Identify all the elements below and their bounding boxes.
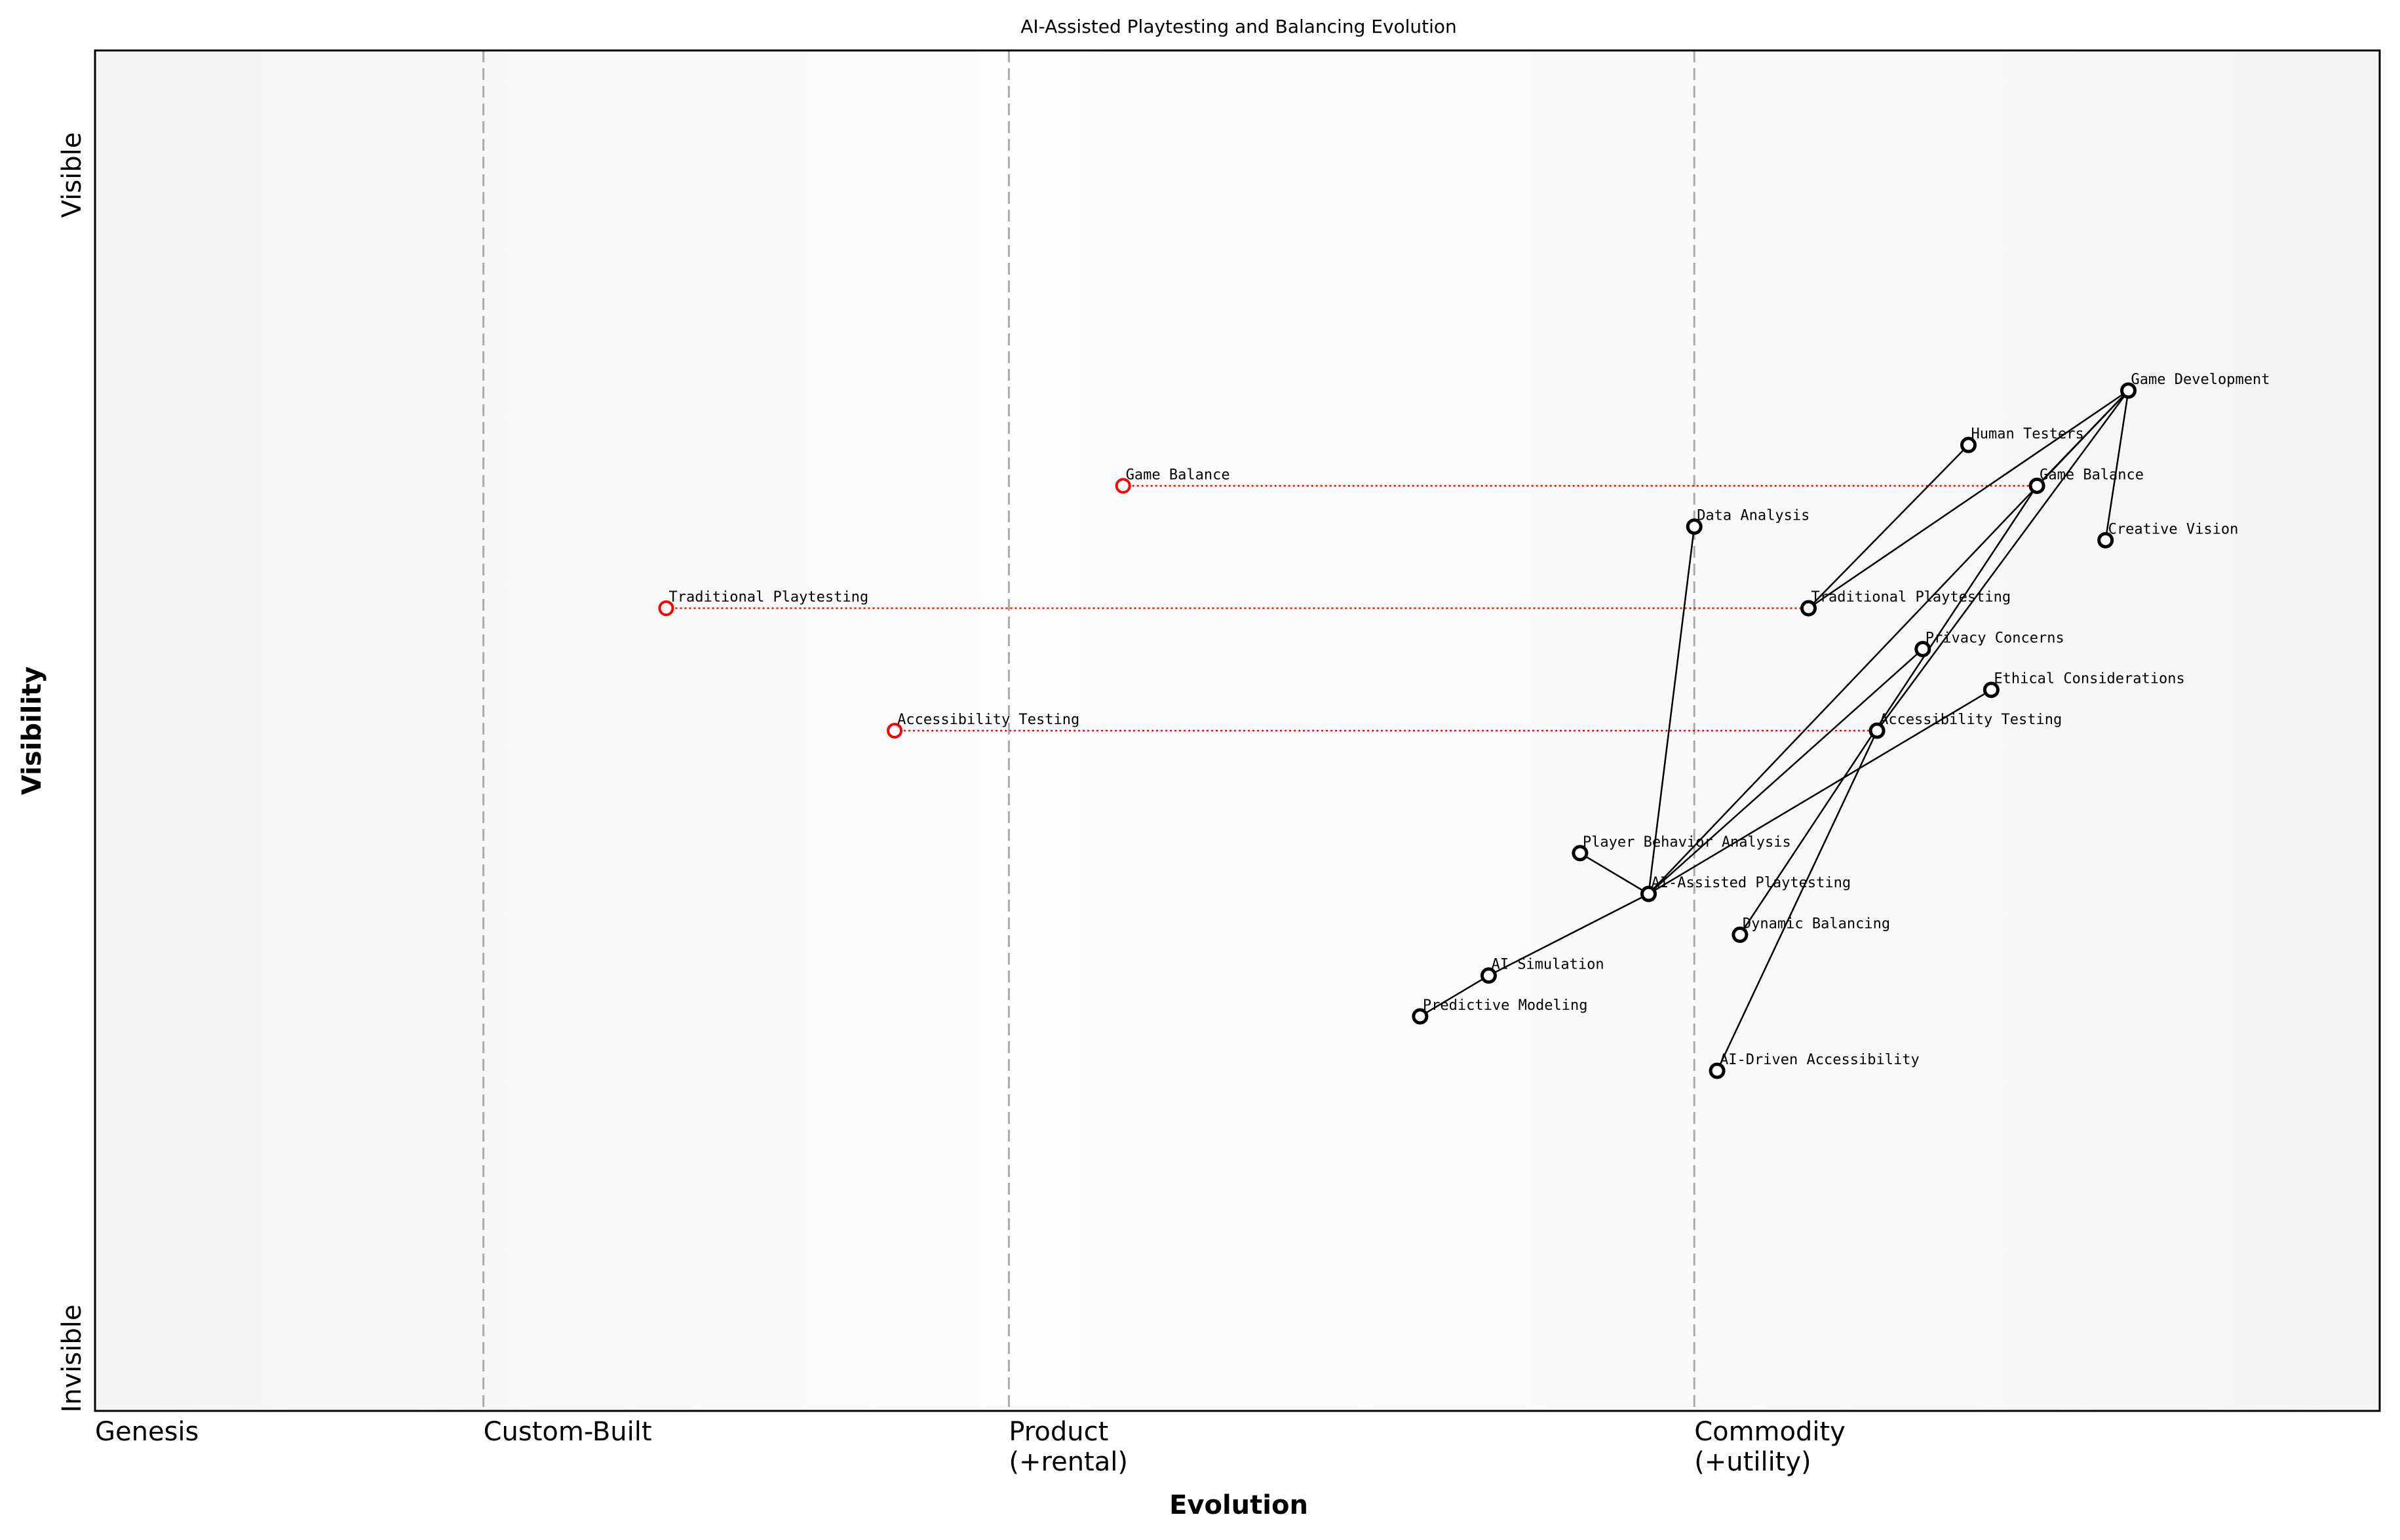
- component-point-predictive-modeling: [1412, 1008, 1429, 1025]
- component-point-ai-assisted-playtesting: [1640, 885, 1657, 902]
- x-tick-label-commodity-utility: Commodity (+utility): [1694, 1417, 1846, 1477]
- evolution-label-accessibility-testing: Accessibility Testing: [897, 712, 1079, 728]
- y-axis-label: Visibility: [17, 666, 47, 795]
- component-point-human-testers: [1960, 436, 1977, 453]
- y-tick-label-invisible: Invisible: [57, 1305, 87, 1413]
- component-label-dynamic-balancing: Dynamic Balancing: [1743, 915, 1890, 932]
- component-label-ethical-considerations: Ethical Considerations: [1994, 671, 2184, 687]
- component-point-game-balance: [2028, 477, 2045, 494]
- y-tick-label-visible: Visible: [57, 132, 87, 218]
- component-point-traditional-playtesting: [1800, 600, 1817, 617]
- component-label-traditional-playtesting: Traditional Playtesting: [1811, 589, 2011, 606]
- link-accessibility-testing-to-ai-driven-accessibility: [1716, 730, 1878, 1071]
- component-point-player-behavior-analysis: [1572, 845, 1589, 862]
- link-ai-simulation-to-predictive-modeling: [1420, 974, 1490, 1018]
- component-label-accessibility-testing: Accessibility Testing: [1880, 712, 2062, 728]
- component-point-creative-vision: [2097, 531, 2114, 549]
- plot-area: [95, 50, 2380, 1411]
- component-label-ai-simulation: AI Simulation: [1491, 957, 1604, 973]
- component-label-game-balance: Game Balance: [2040, 467, 2144, 483]
- evolution-label-game-balance: Game Balance: [1126, 467, 1230, 483]
- component-label-predictive-modeling: Predictive Modeling: [1423, 997, 1588, 1014]
- link-ai-assisted-playtesting-to-privacy-concerns: [1648, 648, 1924, 895]
- x-tick-label-product-rental: Product (+rental): [1009, 1417, 1128, 1477]
- component-point-ethical-considerations: [1983, 682, 2000, 699]
- component-label-ai-driven-accessibility: AI-Driven Accessibility: [1720, 1052, 1920, 1068]
- link-ai-assisted-playtesting-to-ai-simulation: [1488, 893, 1650, 976]
- link-ai-assisted-playtesting-to-player-behavior-analysis: [1579, 852, 1650, 895]
- link-game-development-to-traditional-playtesting: [1808, 389, 2129, 609]
- link-game-development-to-accessibility-testing: [1876, 390, 2129, 731]
- component-label-creative-vision: Creative Vision: [2108, 521, 2239, 537]
- plot-frame: [94, 49, 2381, 1412]
- chart-title: AI-Assisted Playtesting and Balancing Ev…: [1020, 16, 1457, 37]
- link-game-balance-to-dynamic-balancing: [1739, 485, 2038, 936]
- component-point-ai-simulation: [1480, 967, 1497, 984]
- component-point-dynamic-balancing: [1732, 926, 1749, 943]
- component-label-privacy-concerns: Privacy Concerns: [1926, 630, 2064, 646]
- component-point-data-analysis: [1686, 518, 1703, 535]
- component-label-ai-assisted-playtesting: AI-Assisted Playtesting: [1651, 875, 1851, 891]
- component-point-game-development: [2120, 382, 2137, 399]
- link-traditional-playtesting-to-human-testers: [1808, 444, 1969, 609]
- link-ai-assisted-playtesting-to-ethical-considerations: [1648, 689, 1992, 895]
- component-label-data-analysis: Data Analysis: [1697, 508, 1810, 524]
- x-tick-label-custom-built: Custom-Built: [484, 1417, 652, 1447]
- evolution-point-traditional-playtesting: [658, 600, 674, 617]
- x-tick-label-genesis: Genesis: [95, 1417, 199, 1447]
- component-label-player-behavior-analysis: Player Behavior Analysis: [1583, 834, 1791, 851]
- component-label-human-testers: Human Testers: [1971, 426, 2084, 442]
- link-game-development-to-creative-vision: [2104, 390, 2129, 541]
- component-point-ai-driven-accessibility: [1709, 1062, 1726, 1079]
- link-game-development-to-ai-assisted-playtesting: [1648, 390, 2129, 895]
- link-ai-assisted-playtesting-to-data-analysis: [1648, 526, 1695, 895]
- component-label-game-development: Game Development: [2131, 372, 2270, 388]
- component-point-privacy-concerns: [1914, 640, 1931, 657]
- x-axis-label: Evolution: [1169, 1490, 1308, 1520]
- evolution-label-traditional-playtesting: Traditional Playtesting: [669, 589, 869, 606]
- component-point-accessibility-testing: [1868, 722, 1886, 739]
- evolution-point-game-balance: [1115, 478, 1131, 494]
- evolution-point-accessibility-testing: [887, 723, 903, 739]
